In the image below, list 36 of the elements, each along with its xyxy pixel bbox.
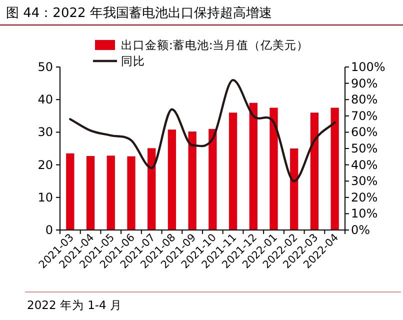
legend-label: 同比 bbox=[121, 54, 145, 68]
y2-tick-label: 0% bbox=[351, 223, 370, 237]
chart-title: 图 44：2022 年我国蓄电池出口保持超高增速 bbox=[6, 5, 272, 21]
legend-label: 出口金额:蓄电池:当月值（亿美元） bbox=[121, 38, 309, 52]
y2-tick-label: 100% bbox=[351, 60, 386, 74]
bar bbox=[66, 153, 74, 230]
y2-tick-label: 70% bbox=[351, 108, 378, 123]
bar bbox=[208, 128, 217, 230]
y2-tick-label: 20% bbox=[351, 190, 378, 204]
y2-tick-label: 10% bbox=[351, 206, 378, 221]
bar bbox=[228, 112, 238, 230]
y2-tick-label: 30% bbox=[351, 174, 378, 188]
bar bbox=[168, 130, 176, 230]
y2-tick-label: 80% bbox=[351, 92, 378, 107]
bar bbox=[310, 112, 319, 230]
y2-tick-label: 50% bbox=[351, 142, 378, 156]
y-tick-label: 30 bbox=[38, 125, 53, 140]
text: 2022 年为 1-4 月 bbox=[27, 298, 122, 312]
y-tick-label: 10 bbox=[38, 190, 53, 204]
bar bbox=[290, 148, 298, 230]
bar bbox=[188, 132, 196, 230]
y2-tick-label: 60% bbox=[351, 125, 378, 140]
y-tick-label: 20 bbox=[38, 158, 53, 172]
y2-tick-label: 90% bbox=[351, 76, 378, 90]
bar bbox=[106, 156, 115, 230]
bar bbox=[330, 108, 339, 230]
y-tick-label: 0 bbox=[45, 223, 53, 237]
bar bbox=[270, 108, 278, 230]
bar bbox=[249, 102, 258, 230]
y2-tick-label: 40% bbox=[351, 158, 378, 172]
y-tick-label: 40 bbox=[38, 92, 53, 107]
line-series bbox=[69, 78, 336, 182]
bar bbox=[148, 148, 156, 230]
bar bbox=[127, 156, 136, 230]
y-tick-label: 50 bbox=[38, 60, 53, 74]
bar bbox=[86, 156, 95, 230]
